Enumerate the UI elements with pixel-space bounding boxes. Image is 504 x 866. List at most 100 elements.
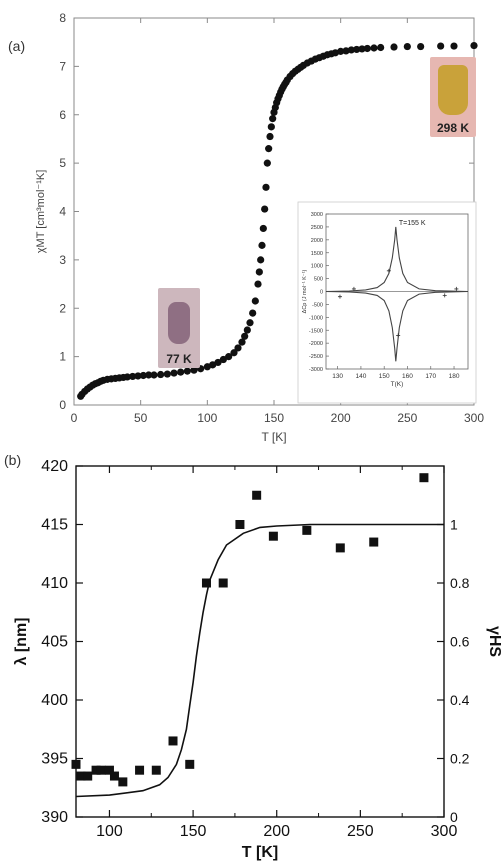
data-point	[259, 224, 267, 233]
fit-curve	[75, 523, 444, 798]
data-point	[337, 47, 345, 55]
data-point	[255, 268, 263, 276]
data-point	[118, 777, 128, 787]
data-point	[390, 43, 398, 51]
data-point	[267, 123, 275, 131]
inset-x-tick-label: 170	[425, 373, 436, 380]
inset-marker	[442, 293, 447, 298]
y2-tick-label: 0	[450, 809, 458, 825]
inset-y-tick-label: 1500	[311, 251, 323, 257]
inset-marker	[337, 294, 342, 299]
y-tick-label: 400	[41, 692, 68, 709]
y-tick-label: 6	[59, 108, 66, 122]
y2-tick-label: 0.6	[450, 634, 470, 650]
data-point	[266, 132, 274, 141]
inset-y-tick-label: 0	[320, 290, 323, 296]
data-point	[251, 297, 259, 305]
y-tick-label: 4	[59, 205, 66, 219]
data-point	[263, 159, 271, 167]
inset-marker	[454, 286, 459, 291]
inset-y-tick-label: 500	[314, 277, 323, 283]
y-tick-label: 420	[41, 458, 68, 475]
data-point	[109, 771, 119, 781]
data-point	[261, 205, 269, 213]
data-point	[91, 765, 101, 775]
plot-frame	[75, 465, 445, 818]
y-axis-label: χMT [cm³mol⁻¹K]	[35, 170, 47, 253]
y-tick-label: 5	[59, 156, 66, 170]
sample-vial-77k	[168, 302, 190, 344]
data-point	[157, 370, 165, 379]
inset-annotation: T=155 K	[399, 220, 426, 227]
y-tick-label: 1	[59, 350, 66, 364]
x-tick-label: 0	[71, 411, 78, 425]
inset-chart: 130 140 150 160 170 180 -3000 -2500 -2000 -1500 -1…	[297, 201, 477, 404]
inset-curve	[325, 290, 469, 362]
inset-y-tick-label: -3000	[309, 367, 323, 373]
x-tick-label: 150	[264, 411, 284, 425]
chart-b: 100 150 200 250 300 390 395 400 405 410 415 420 0 0.2…	[13, 458, 503, 861]
data-point	[363, 44, 371, 53]
x-tick-label: 100	[197, 411, 217, 425]
data-point	[437, 42, 445, 50]
y2-tick-label: 0.2	[450, 751, 470, 767]
inset-x-tick-label: 160	[402, 373, 413, 380]
sample-photo-298k: 298 K	[430, 57, 476, 137]
sample-vial-298k	[438, 65, 468, 115]
x-tick-label: 250	[397, 411, 417, 425]
inset-x-tick-label: 130	[332, 373, 343, 380]
data-point	[470, 41, 478, 50]
data-point	[370, 44, 378, 52]
data-point	[235, 520, 245, 529]
inset-marker	[386, 268, 391, 273]
data-point	[269, 115, 277, 123]
y-tick-label: 7	[59, 59, 66, 73]
data-point	[243, 326, 251, 334]
data-point	[76, 771, 86, 781]
data-point	[238, 338, 246, 346]
data-point	[71, 759, 81, 769]
y-tick-label: 390	[41, 809, 68, 826]
data-point	[104, 765, 114, 775]
data-point	[150, 371, 158, 379]
data-point	[129, 372, 137, 381]
inset-y-tick-label: -2500	[309, 354, 323, 360]
photo-caption-298k: 298 K	[436, 121, 470, 135]
data-point	[230, 349, 238, 357]
x-tick-label: 50	[134, 411, 148, 425]
inset-x-tick-label: 140	[355, 373, 366, 380]
data-point	[139, 371, 147, 380]
x-axis-label: T [K]	[242, 844, 278, 861]
data-point	[241, 332, 249, 340]
data-point	[135, 765, 145, 775]
data-point	[353, 45, 361, 54]
data-point	[419, 473, 429, 483]
inset-y-tick-label: 1000	[311, 264, 323, 270]
data-point	[168, 736, 178, 746]
photo-caption-77k: 77 K	[166, 352, 192, 366]
inset-marker	[396, 333, 401, 338]
inset-x-axis-label: T(K)	[391, 381, 404, 388]
data-point	[218, 578, 228, 588]
data-point	[123, 373, 131, 381]
data-point	[96, 765, 106, 775]
inset-y-tick-label: -2000	[309, 341, 323, 347]
data-point	[258, 241, 266, 249]
y-tick-label: 0	[59, 398, 66, 412]
inset-y-axis-label: ΔCp (J mol⁻¹ K⁻¹)	[302, 269, 308, 313]
inset-x-tick-label: 150	[379, 373, 390, 380]
y-tick-label: 405	[41, 634, 68, 651]
panel-label-b: (b)	[4, 452, 22, 468]
y-axis-label: λ [nm]	[13, 618, 30, 666]
inset-curve	[325, 226, 469, 293]
data-point	[403, 42, 411, 51]
x-tick-label: 300	[464, 411, 484, 425]
data-point	[151, 765, 161, 775]
data-point	[246, 319, 254, 327]
data-point	[262, 183, 270, 191]
x-tick-label: 250	[347, 823, 374, 840]
inset-y-tick-label: -500	[312, 302, 323, 308]
y2-tick-label: 1	[450, 517, 458, 533]
x-axis-label: T [K]	[261, 430, 286, 444]
